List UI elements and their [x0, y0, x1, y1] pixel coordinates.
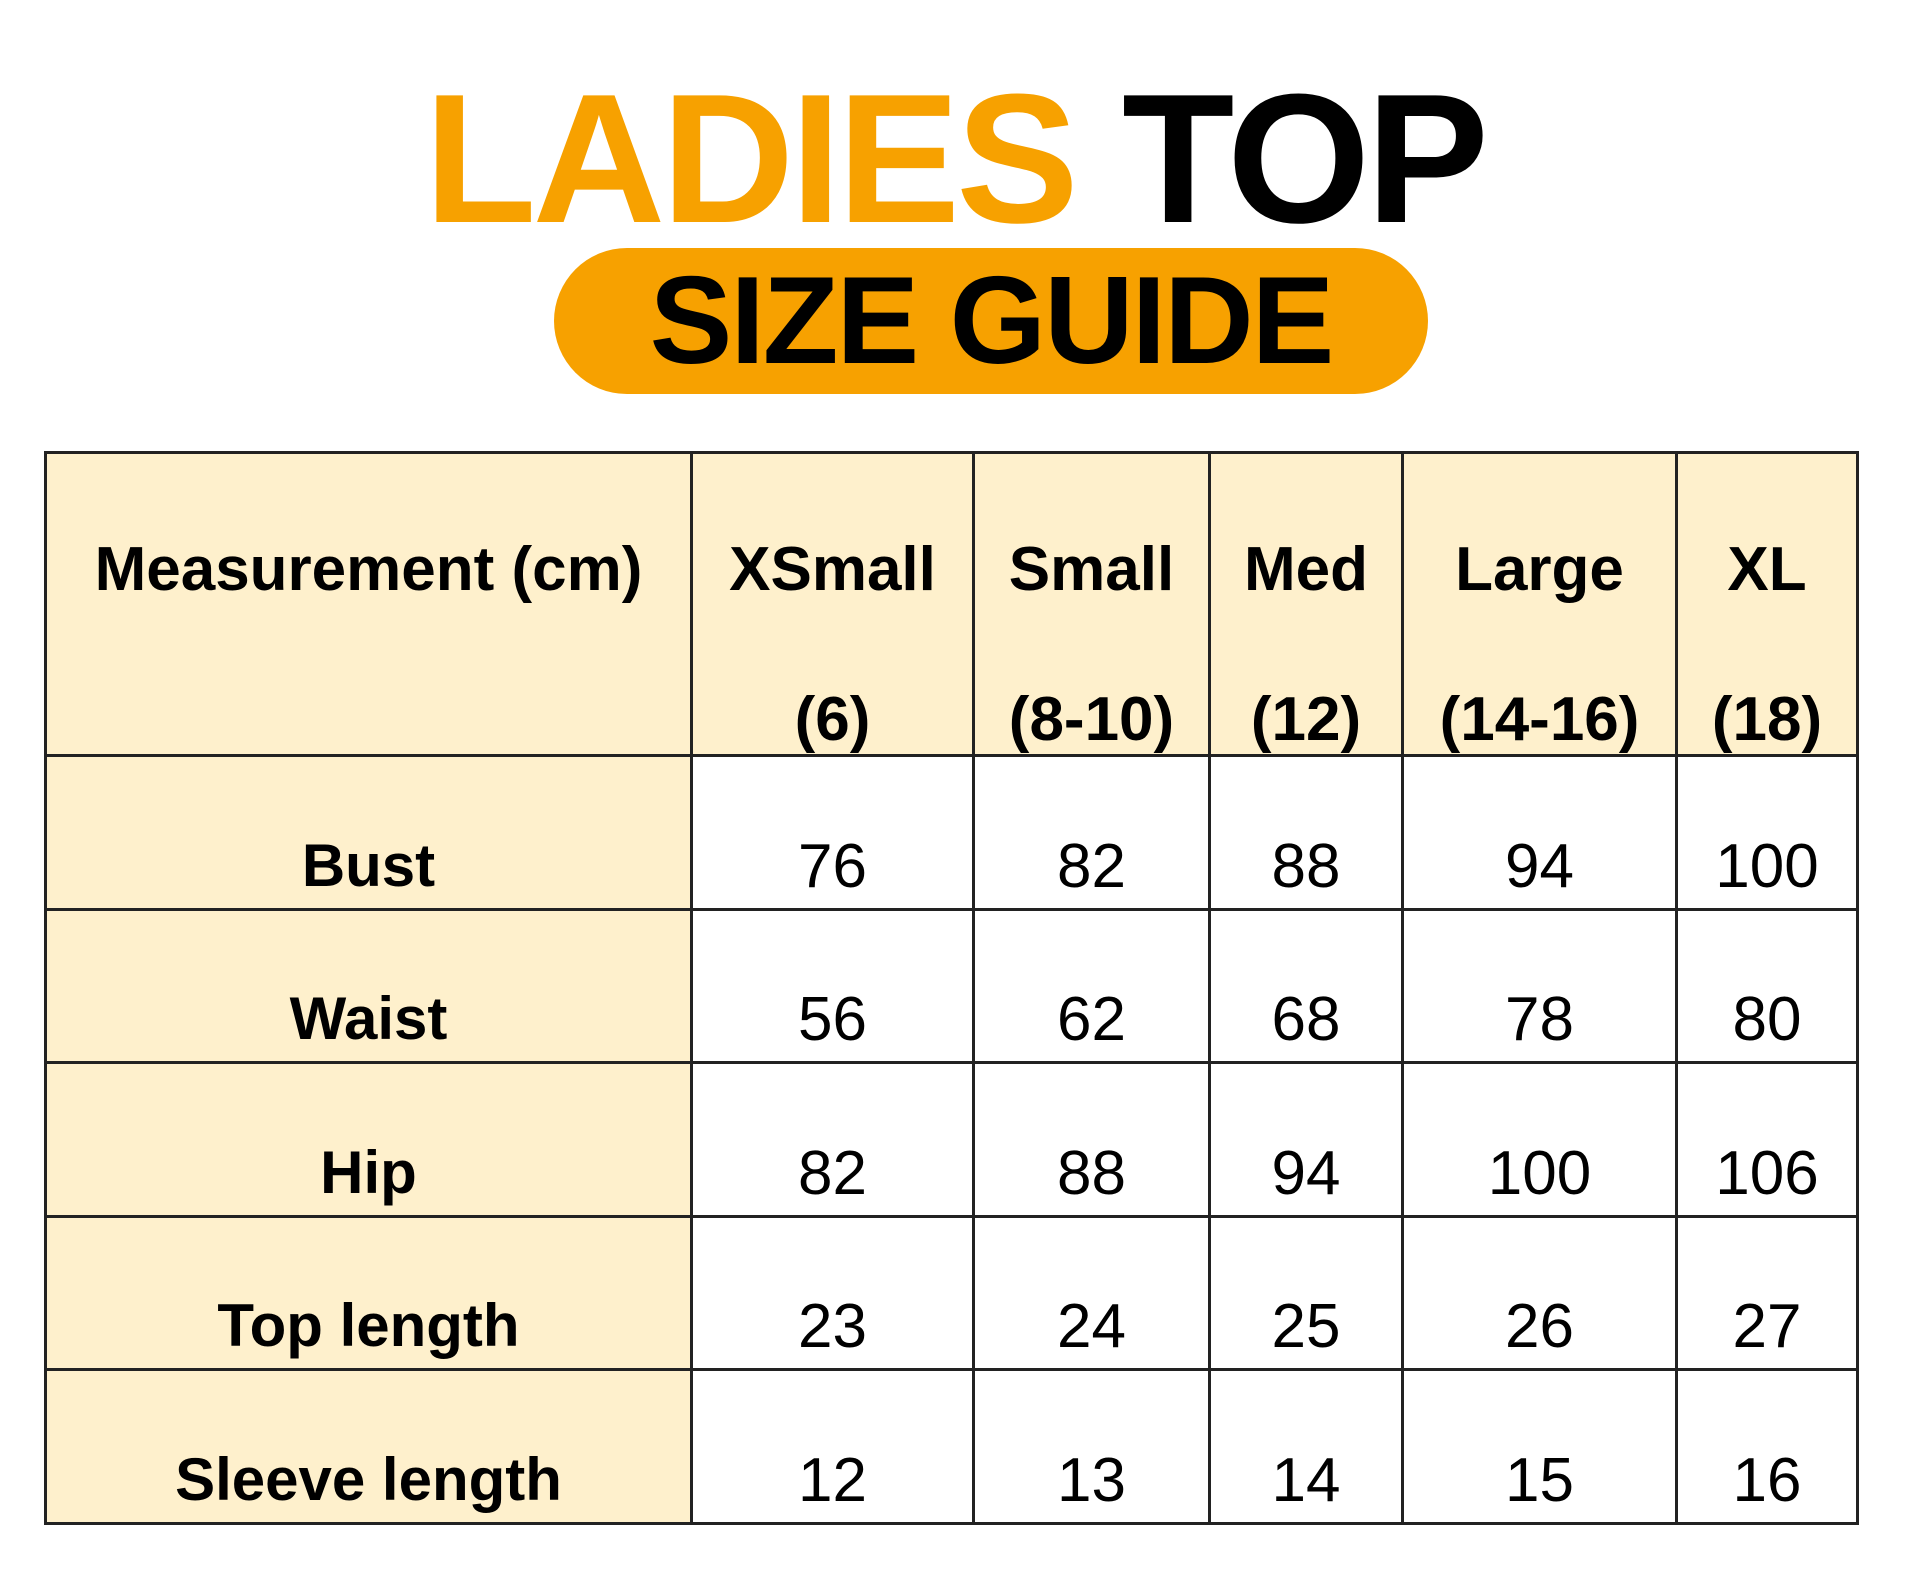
column-header-size: Med (12) — [1208, 450, 1404, 758]
subtitle-badge: SIZE GUIDE — [554, 248, 1428, 394]
column-header-size: XL (18) — [1675, 450, 1859, 758]
column-header-size: Large (14-16) — [1401, 450, 1678, 758]
size-name: XL — [1727, 535, 1807, 604]
size-guide-table: Measurement (cm) XSmall (6) Small (8-10)… — [44, 450, 1859, 1525]
table-cell: 62 — [972, 907, 1211, 1065]
row-label: Top length — [44, 1214, 693, 1372]
row-label: Waist — [44, 907, 693, 1065]
row-label: Hip — [44, 1061, 693, 1218]
table-cell: 82 — [972, 754, 1211, 911]
table-row: Bust 76 82 88 94 100 — [44, 754, 1859, 911]
table-row: Top length 23 24 25 26 27 — [44, 1214, 1859, 1372]
table-cell: 25 — [1208, 1214, 1404, 1372]
column-header-measurement: Measurement (cm) — [44, 450, 693, 758]
table-cell: 24 — [972, 1214, 1211, 1372]
table-header-row: Measurement (cm) XSmall (6) Small (8-10)… — [44, 450, 1859, 758]
table-cell: 26 — [1401, 1214, 1678, 1372]
table-cell: 94 — [1208, 1061, 1404, 1218]
size-name: Large — [1455, 535, 1624, 604]
table-cell: 15 — [1401, 1368, 1678, 1525]
title-word-ladies: LADIES — [424, 55, 1079, 261]
size-name: XSmall — [729, 535, 936, 604]
column-header-size: Small (8-10) — [972, 450, 1211, 758]
table-cell: 88 — [972, 1061, 1211, 1218]
size-name: Med — [1244, 535, 1368, 604]
size-code: (12) — [1250, 685, 1362, 754]
table-cell: 82 — [690, 1061, 975, 1218]
table-cell: 78 — [1401, 907, 1678, 1065]
size-name: Small — [1008, 535, 1175, 604]
size-code: (6) — [794, 685, 871, 754]
table-row: Sleeve length 12 13 14 15 16 — [44, 1368, 1859, 1525]
size-code: (14-16) — [1439, 685, 1640, 754]
table-cell: 68 — [1208, 907, 1404, 1065]
table-cell: 94 — [1401, 754, 1678, 911]
page-title: LADIES TOP — [0, 66, 1909, 250]
table-cell: 88 — [1208, 754, 1404, 911]
table-cell: 80 — [1675, 907, 1859, 1065]
table-cell: 14 — [1208, 1368, 1404, 1525]
subtitle-text: SIZE GUIDE — [649, 252, 1335, 390]
size-code: (8-10) — [1008, 685, 1175, 754]
table-cell: 23 — [690, 1214, 975, 1372]
table-cell: 56 — [690, 907, 975, 1065]
table-cell: 76 — [690, 754, 975, 911]
column-header-size: XSmall (6) — [690, 450, 975, 758]
table-row: Hip 82 88 94 100 106 — [44, 1061, 1859, 1218]
size-code: (18) — [1711, 685, 1823, 754]
table-cell: 12 — [690, 1368, 975, 1525]
table-row: Waist 56 62 68 78 80 — [44, 907, 1859, 1065]
title-word-top: TOP — [1121, 55, 1489, 261]
table-cell: 16 — [1675, 1368, 1859, 1525]
row-label: Bust — [44, 754, 693, 911]
table-cell: 100 — [1401, 1061, 1678, 1218]
table-cell: 100 — [1675, 754, 1859, 911]
table-cell: 13 — [972, 1368, 1211, 1525]
table-cell: 27 — [1675, 1214, 1859, 1372]
table-cell: 106 — [1675, 1061, 1859, 1218]
row-label: Sleeve length — [44, 1368, 693, 1525]
